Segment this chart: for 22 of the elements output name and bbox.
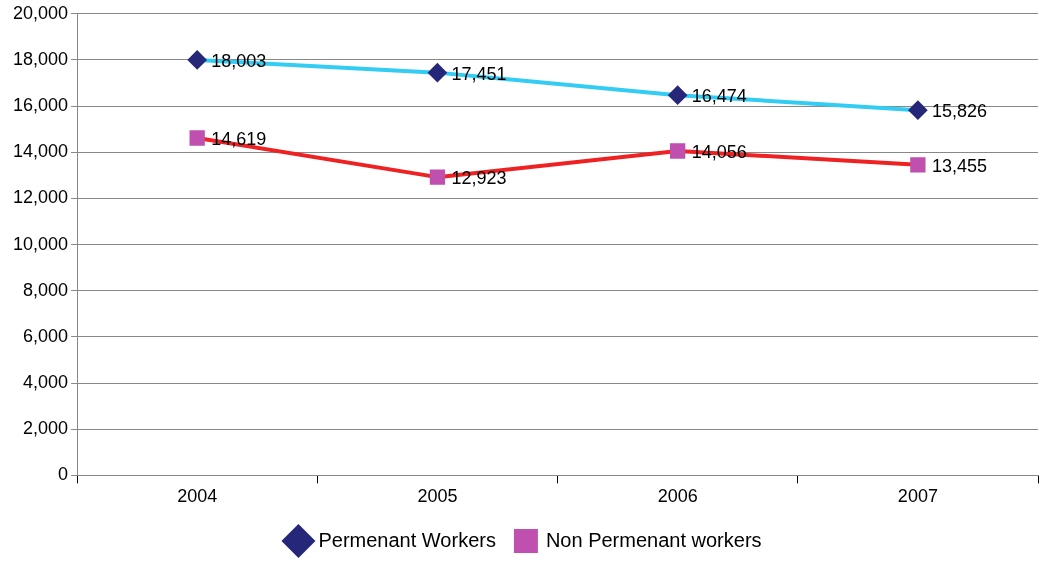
- data-label: 12,923: [451, 168, 507, 189]
- legend-label: Permenant Workers: [318, 528, 496, 551]
- data-label: 18,003: [211, 50, 267, 71]
- data-label: 15,826: [931, 101, 987, 122]
- x-tick-label: 2005: [417, 486, 458, 507]
- x-tick-label: 2006: [657, 486, 698, 507]
- data-label: 13,455: [931, 155, 987, 176]
- x-tick-label: 2004: [177, 486, 218, 507]
- data-label: 14,619: [211, 128, 267, 149]
- y-tick-label: 4,000: [23, 372, 69, 393]
- y-tick-label: 8,000: [23, 279, 69, 300]
- y-tick-label: 2,000: [23, 418, 69, 439]
- y-tick-label: 6,000: [23, 325, 69, 346]
- legend-label: Non Permenant workers: [545, 528, 762, 551]
- y-tick-label: 18,000: [12, 48, 69, 69]
- y-tick-label: 10,000: [12, 233, 69, 254]
- x-tick-label: 2007: [897, 486, 938, 507]
- y-tick-label: 14,000: [12, 141, 69, 162]
- y-tick-label: 20,000: [12, 2, 69, 23]
- y-tick-label: 16,000: [12, 95, 69, 116]
- y-tick-label: 0: [58, 464, 69, 485]
- y-tick-label: 12,000: [12, 187, 69, 208]
